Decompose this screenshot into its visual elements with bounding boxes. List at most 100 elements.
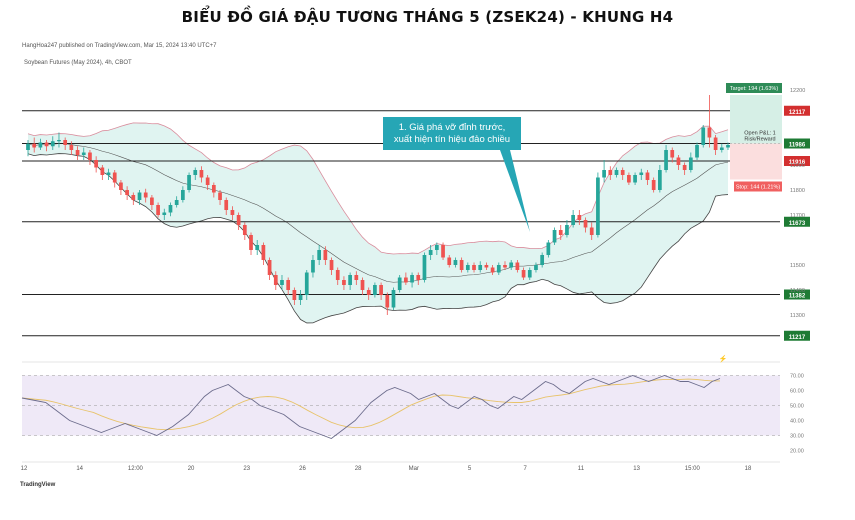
level-badge-11916 bbox=[784, 156, 810, 166]
risk-reward-label: Risk/Reward bbox=[744, 137, 775, 143]
price-tick-label: 11300 bbox=[790, 313, 805, 319]
candle bbox=[181, 186, 185, 203]
candle-body bbox=[304, 272, 309, 295]
price-tick-label: 11500 bbox=[790, 263, 805, 269]
candle-body bbox=[527, 270, 532, 278]
candle bbox=[434, 242, 439, 255]
candle-body bbox=[503, 265, 507, 268]
candle bbox=[453, 257, 458, 268]
candle-body bbox=[552, 230, 557, 243]
candle-body bbox=[521, 270, 526, 278]
candle bbox=[143, 188, 148, 203]
candle-body bbox=[50, 141, 55, 147]
candle bbox=[490, 265, 495, 275]
candle-body bbox=[32, 143, 37, 148]
level-badge-11986 bbox=[784, 138, 810, 149]
rsi-tick-label: 60.00 bbox=[790, 389, 804, 395]
candle bbox=[651, 177, 656, 193]
candle-body bbox=[38, 142, 43, 148]
candle-body bbox=[707, 127, 712, 138]
candle bbox=[664, 145, 668, 173]
candle-body bbox=[273, 275, 278, 285]
price-tick-label: 11400 bbox=[790, 288, 805, 294]
level-label-11986: 11986 bbox=[789, 143, 806, 149]
candle bbox=[688, 152, 693, 173]
candle bbox=[94, 156, 98, 173]
x-tick-label: 13 bbox=[633, 466, 640, 472]
candle bbox=[150, 195, 154, 210]
candle-body bbox=[627, 175, 631, 183]
bollinger-basis-line bbox=[27, 143, 729, 283]
candle-body bbox=[651, 180, 656, 190]
x-tick-label: 14 bbox=[76, 466, 83, 472]
candle bbox=[199, 166, 204, 183]
candle bbox=[614, 167, 619, 178]
x-tick-label: 5 bbox=[468, 466, 472, 472]
candle bbox=[465, 262, 470, 273]
candle-body bbox=[335, 270, 340, 280]
candle-body bbox=[583, 220, 588, 228]
candle-body bbox=[428, 250, 433, 255]
candle bbox=[119, 180, 123, 195]
candle bbox=[267, 257, 272, 280]
candle bbox=[174, 196, 179, 208]
open-pnl-label: Open P&L: 1 bbox=[744, 131, 776, 137]
candle bbox=[81, 147, 86, 160]
candle-body bbox=[397, 277, 402, 290]
candle-body bbox=[379, 285, 383, 295]
candle-body bbox=[156, 205, 160, 215]
candle-body bbox=[261, 245, 266, 260]
candle-body bbox=[143, 192, 148, 198]
x-tick-label: 12:00 bbox=[128, 466, 144, 472]
candle bbox=[577, 210, 582, 225]
candle bbox=[44, 140, 49, 152]
candle bbox=[385, 292, 390, 315]
candle bbox=[422, 252, 427, 283]
candle bbox=[298, 290, 303, 305]
candle bbox=[373, 282, 377, 298]
candle-body bbox=[211, 185, 216, 193]
candle bbox=[230, 206, 235, 220]
candle-body bbox=[193, 170, 198, 175]
candle-body bbox=[515, 262, 520, 270]
annotation-text-line: xuất hiện tín hiệu đảo chiều bbox=[394, 134, 510, 145]
candle bbox=[459, 257, 464, 273]
candle-body bbox=[199, 170, 204, 178]
candle-body bbox=[478, 265, 483, 270]
chart-title: BIỂU ĐỒ GIÁ ĐẬU TƯƠNG THÁNG 5 (ZSEK24) -… bbox=[181, 8, 674, 26]
candle-body bbox=[44, 142, 49, 147]
symbol-line: Soybean Futures (May 2024), 4h, CBOT bbox=[24, 60, 132, 66]
candle bbox=[32, 137, 37, 153]
candle-body bbox=[373, 285, 377, 295]
candle bbox=[726, 142, 730, 150]
candle-body bbox=[540, 255, 545, 265]
candle-body bbox=[441, 245, 445, 258]
candle bbox=[571, 210, 575, 228]
candle-body bbox=[459, 260, 464, 270]
candle-body bbox=[385, 295, 390, 308]
candle-body bbox=[81, 152, 86, 155]
annotation-text-line: 1. Giá phá vỡ đỉnh trước, bbox=[399, 122, 505, 133]
candle-body bbox=[602, 170, 606, 178]
candle-body bbox=[69, 145, 74, 150]
candle bbox=[69, 141, 74, 155]
candle bbox=[112, 170, 117, 188]
rsi-tick-label: 70.00 bbox=[790, 374, 804, 380]
annotation-callout bbox=[383, 117, 530, 232]
candle-body bbox=[465, 265, 470, 270]
candle-body bbox=[447, 257, 452, 265]
candle-body bbox=[168, 205, 173, 213]
candle bbox=[478, 261, 483, 273]
level-label-12117: 12117 bbox=[789, 110, 806, 116]
bollinger-lower-line bbox=[27, 153, 729, 324]
candle bbox=[509, 260, 514, 270]
candle-body bbox=[342, 280, 346, 285]
candle-body bbox=[577, 215, 582, 220]
candle-body bbox=[434, 245, 439, 250]
candle bbox=[348, 272, 352, 290]
candle-body bbox=[713, 137, 718, 150]
level-label-11382: 11382 bbox=[789, 294, 806, 300]
candle bbox=[608, 166, 613, 180]
price-tick-label: 11800 bbox=[790, 188, 805, 194]
candle bbox=[558, 225, 563, 240]
